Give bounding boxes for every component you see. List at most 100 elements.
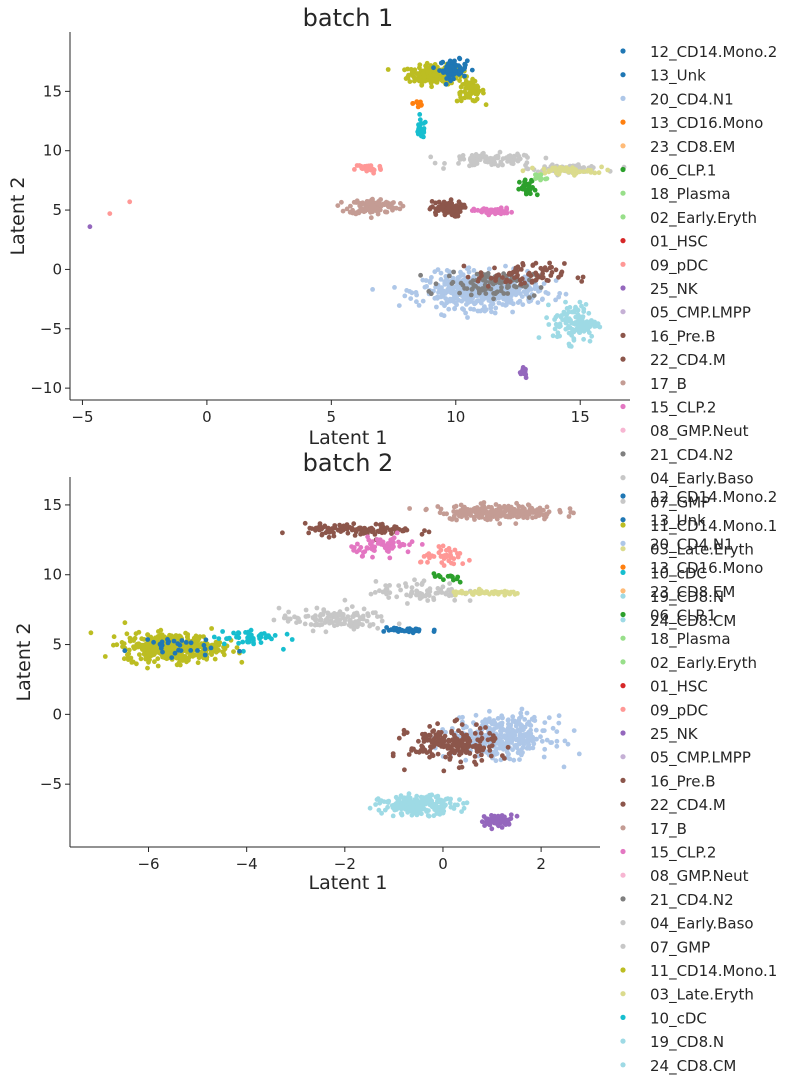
legend-label: 22_CD4.M bbox=[650, 796, 726, 815]
data-point bbox=[188, 640, 194, 646]
data-point bbox=[172, 650, 178, 656]
data-point bbox=[237, 648, 242, 654]
legend-marker bbox=[620, 238, 626, 244]
data-point bbox=[492, 265, 497, 271]
x-tick-label: 0 bbox=[438, 855, 448, 873]
data-point bbox=[495, 511, 500, 516]
data-point bbox=[310, 628, 316, 634]
data-point bbox=[448, 78, 453, 84]
y-tick-label: 5 bbox=[52, 636, 62, 654]
data-point bbox=[581, 165, 587, 170]
data-point bbox=[446, 306, 452, 312]
data-point bbox=[455, 574, 461, 580]
legend-marker bbox=[620, 493, 626, 499]
data-point bbox=[377, 166, 383, 171]
data-point bbox=[471, 89, 477, 94]
data-point bbox=[386, 549, 391, 554]
data-point bbox=[327, 620, 332, 626]
data-point bbox=[461, 202, 467, 208]
data-point bbox=[367, 166, 373, 172]
data-point bbox=[428, 154, 434, 160]
data-point bbox=[302, 520, 308, 526]
data-point bbox=[373, 610, 378, 615]
data-point bbox=[365, 611, 371, 616]
data-point bbox=[431, 728, 437, 733]
data-point bbox=[422, 593, 428, 599]
data-point bbox=[569, 309, 575, 315]
data-point bbox=[592, 324, 597, 329]
data-point bbox=[429, 84, 434, 90]
data-point bbox=[525, 502, 531, 508]
data-point bbox=[382, 807, 388, 813]
data-point bbox=[369, 543, 375, 549]
data-point bbox=[493, 305, 499, 311]
data-point bbox=[480, 511, 486, 517]
data-point bbox=[500, 156, 506, 162]
data-point bbox=[372, 205, 377, 211]
data-point bbox=[414, 797, 420, 803]
data-point bbox=[392, 524, 397, 530]
data-point bbox=[481, 500, 487, 505]
data-point bbox=[475, 737, 481, 743]
data-point bbox=[164, 651, 170, 656]
data-point bbox=[451, 513, 457, 519]
data-point bbox=[550, 725, 556, 731]
data-point bbox=[493, 758, 499, 764]
data-point bbox=[510, 728, 515, 734]
data-point bbox=[438, 277, 444, 282]
data-point bbox=[306, 530, 312, 536]
data-point bbox=[458, 749, 464, 755]
legend-label: 13_CD16.Mono bbox=[650, 559, 763, 578]
data-point bbox=[540, 271, 545, 276]
data-point bbox=[451, 504, 457, 510]
data-point bbox=[463, 310, 468, 316]
data-point bbox=[441, 166, 446, 171]
data-point bbox=[392, 285, 397, 290]
data-point bbox=[500, 753, 505, 759]
data-point bbox=[506, 729, 512, 735]
data-point bbox=[448, 804, 454, 810]
data-point bbox=[588, 168, 594, 173]
data-point bbox=[406, 752, 412, 757]
data-point bbox=[429, 740, 435, 745]
data-point bbox=[429, 199, 435, 204]
data-point bbox=[440, 543, 446, 549]
data-point bbox=[434, 304, 439, 310]
y-tick-label: −5 bbox=[40, 775, 62, 793]
points bbox=[87, 55, 627, 381]
data-point bbox=[312, 622, 318, 628]
y-tick-label: 0 bbox=[52, 260, 62, 278]
data-point bbox=[459, 764, 465, 770]
data-point bbox=[586, 310, 592, 316]
data-point bbox=[431, 597, 437, 603]
data-point bbox=[564, 316, 569, 322]
data-point bbox=[563, 299, 568, 305]
data-point bbox=[532, 187, 538, 193]
data-point bbox=[530, 745, 536, 751]
data-point bbox=[369, 200, 375, 206]
data-point bbox=[539, 738, 545, 744]
data-point bbox=[495, 815, 501, 821]
data-point bbox=[473, 300, 478, 306]
data-point bbox=[145, 650, 150, 655]
data-point bbox=[121, 656, 127, 662]
data-point bbox=[437, 510, 443, 516]
data-point bbox=[427, 555, 432, 561]
data-point bbox=[122, 620, 128, 626]
data-point bbox=[434, 73, 440, 78]
data-point bbox=[555, 330, 561, 336]
data-point bbox=[433, 732, 439, 738]
data-point bbox=[519, 723, 525, 728]
data-point bbox=[388, 537, 394, 543]
data-point bbox=[481, 206, 487, 212]
data-point bbox=[476, 276, 482, 281]
data-point bbox=[439, 290, 445, 296]
data-point bbox=[209, 626, 215, 631]
data-point bbox=[499, 285, 504, 290]
data-point bbox=[520, 261, 526, 266]
data-point bbox=[201, 642, 207, 648]
legend-marker bbox=[620, 332, 626, 338]
data-point bbox=[124, 631, 130, 637]
data-point bbox=[258, 640, 264, 645]
data-point bbox=[509, 209, 514, 215]
